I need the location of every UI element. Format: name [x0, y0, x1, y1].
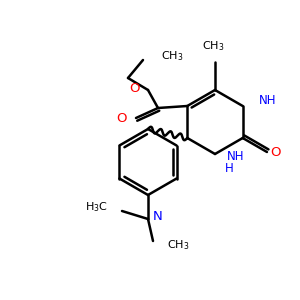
Text: H: H [225, 161, 233, 175]
Text: CH$_3$: CH$_3$ [161, 49, 184, 63]
Text: O: O [130, 82, 140, 94]
Text: CH$_3$: CH$_3$ [202, 39, 224, 53]
Text: H$_3$C: H$_3$C [85, 200, 108, 214]
Text: CH$_3$: CH$_3$ [167, 238, 190, 252]
Text: N: N [153, 211, 163, 224]
Text: O: O [271, 146, 281, 158]
Text: NH: NH [227, 149, 244, 163]
Text: O: O [116, 112, 127, 125]
Text: NH: NH [259, 94, 276, 106]
